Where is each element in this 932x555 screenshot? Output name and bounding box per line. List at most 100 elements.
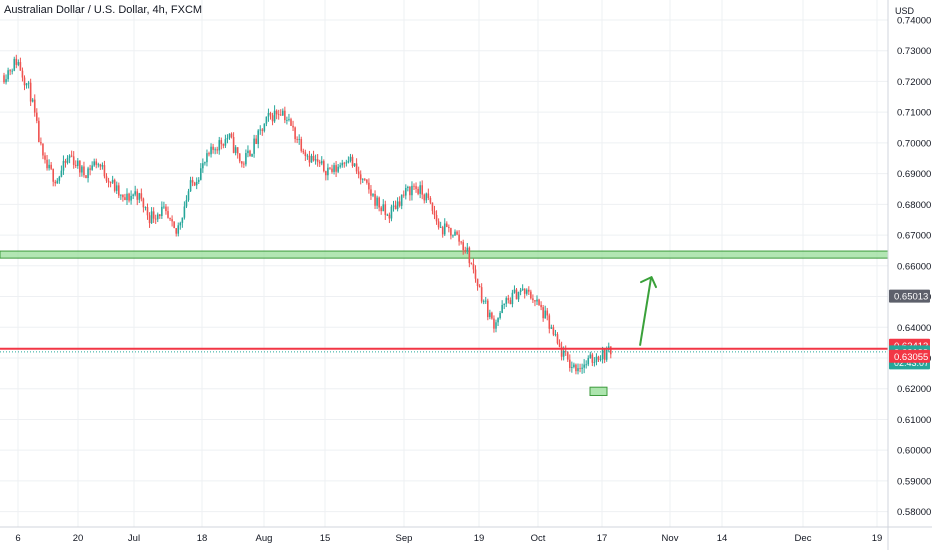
candle-body [271,115,274,122]
symbol-title[interactable]: Australian Dollar / U.S. Dollar, 4h, FXC… [4,4,203,16]
candle-body [165,206,167,212]
candle-body [513,289,516,293]
x-tick-label: Sep [396,533,413,544]
candle-body [386,214,389,216]
time-axis[interactable]: 6 20 Jul 18 Aug 15 Sep 19 Oct 17 Nov 14 Dec 19 [0,526,932,544]
candle-body [66,157,69,163]
candle-body [540,304,542,308]
candle-body [56,180,59,184]
candle-body [288,119,290,121]
candle-body [421,185,423,195]
candle-body [197,179,200,182]
overlays [0,276,888,396]
candle-body [103,165,106,177]
candle-body [318,161,321,164]
y-tick-label: 0.61000 [897,415,931,426]
candle-body [368,182,370,190]
candle-body [597,356,600,360]
candle-body [554,334,557,336]
x-tick-label: Nov [662,533,679,544]
candle-body [515,289,518,300]
candle-body [134,191,136,195]
candle-body [587,357,590,365]
candle-body [595,356,598,362]
candle-body [181,217,184,223]
candle-body [327,167,329,176]
candle-body [70,155,73,157]
candle-body [519,289,522,292]
candle-body [128,193,130,201]
candle-body [238,153,241,162]
x-tick-label: 15 [320,533,331,544]
candle-body [499,312,501,319]
candle-body [218,140,221,151]
candle-body [532,298,534,301]
candle-body [58,176,61,181]
y-tick-label: 0.71000 [897,108,931,119]
candle-body [435,215,438,222]
candle-body [60,170,63,177]
candle-body [308,155,311,163]
candle-body [429,197,432,203]
candle-body [232,136,235,153]
candle-body [226,138,229,140]
candle-body [185,200,188,207]
candle-body [583,364,585,368]
price-badge-red-bottom-bg [889,349,930,363]
candle-body [310,155,313,163]
x-tick-label: Dec [795,533,812,544]
candle-body [152,211,155,219]
candle-body [394,205,397,210]
candle-body [482,301,485,302]
grid [0,0,888,527]
candle-body [261,129,264,131]
annotations [0,250,889,259]
x-tick-label: 19 [872,533,883,544]
candle-body [87,168,89,179]
candle-body [542,307,544,319]
candle-body [474,269,477,279]
candle-body [534,300,536,302]
candle-body [27,82,30,84]
candle-body [407,186,409,189]
candle-body [54,181,57,184]
candle-body [610,346,612,355]
bullish-arrow [639,277,652,346]
candle-body [97,164,100,166]
candle-body [419,185,421,194]
candle-body [431,202,434,211]
candle-body [417,188,419,194]
candle-body [454,231,456,236]
candle-body [277,114,280,116]
candle-body [523,288,526,294]
candle-body [405,188,407,196]
reaction-box [589,386,608,396]
candle-body [298,139,300,140]
candle-body [214,149,216,151]
y-tick-label: 0.60000 [897,446,931,457]
candle-body [81,166,83,173]
candle-body [243,163,245,165]
y-tick-label: 0.64000 [897,323,931,334]
candle-body [130,195,132,201]
candle-body [489,312,491,318]
candle-body [146,207,149,216]
candle-body [323,161,325,172]
candle-body [335,165,337,172]
candle-body [566,351,569,360]
candle-body [154,218,157,220]
candle-body [460,241,462,243]
candle-body [325,171,327,176]
x-tick-label: 18 [197,533,208,544]
candle-body [501,305,503,313]
candle-body [167,211,169,218]
candle-body [468,247,471,264]
candle-body [113,179,116,191]
candle-body [507,298,510,301]
candle-body [72,156,75,165]
candle-body [255,138,257,144]
arrow-head-icon [640,276,657,289]
